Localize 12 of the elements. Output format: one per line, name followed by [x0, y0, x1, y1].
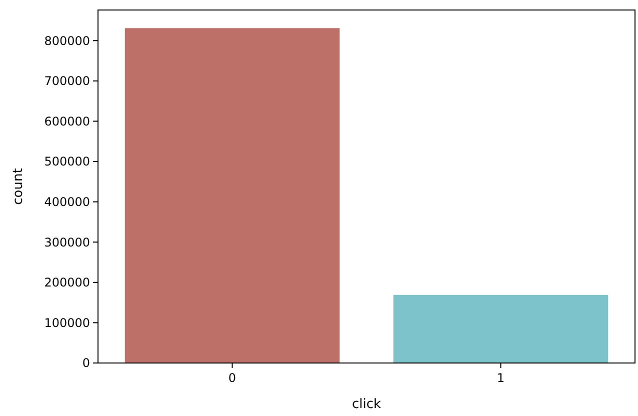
y-tick-label: 800000 [44, 34, 90, 48]
y-tick-label: 400000 [44, 195, 90, 210]
y-tick-label: 100000 [44, 316, 90, 330]
y-tick-label: 0 [82, 356, 90, 370]
y-tick-label: 200000 [44, 276, 90, 290]
x-tick-label: 1 [496, 371, 505, 385]
y-tick-label: 500000 [44, 154, 90, 169]
y-tick-label: 300000 [44, 235, 90, 250]
y-tick-label: 600000 [44, 114, 90, 128]
y-tick-label: 700000 [44, 74, 90, 88]
x-axis-title: click [352, 397, 382, 412]
y-axis-title: count [11, 168, 26, 205]
